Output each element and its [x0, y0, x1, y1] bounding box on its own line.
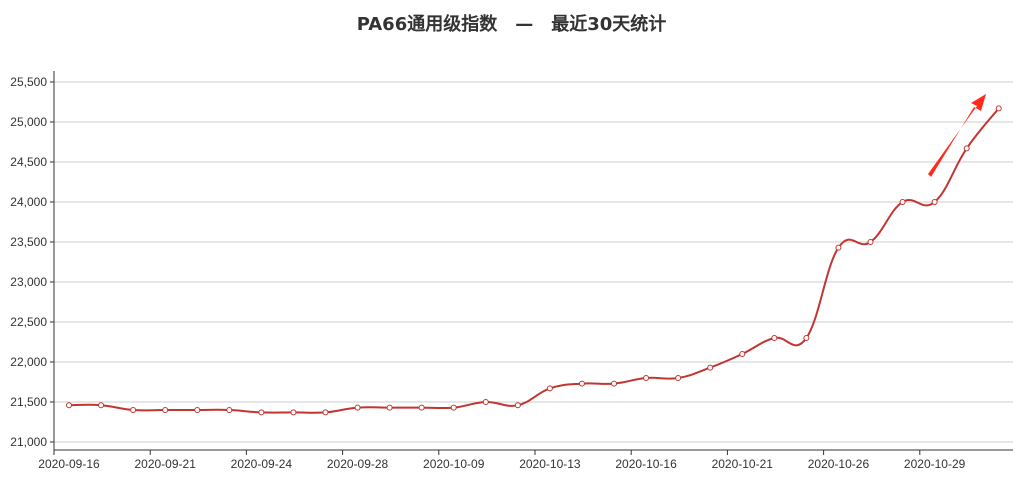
data-point[interactable]: [578, 380, 585, 387]
data-point[interactable]: [546, 385, 553, 392]
y-tick-label: 24,500: [10, 155, 47, 169]
data-point[interactable]: [418, 404, 425, 411]
x-axis-labels: 2020-09-16 2020-09-21 2020-09-24 2020-09-28…: [38, 457, 965, 471]
grid-lines: [50, 81, 1013, 443]
x-tick-label: 2020-10-13: [519, 457, 581, 471]
x-tick-label: 2020-10-29: [904, 457, 966, 471]
data-point[interactable]: [739, 351, 746, 357]
chart-title: PA66通用级指数 — 最近30天统计: [356, 14, 667, 35]
x-tick-label: 2020-09-21: [134, 457, 196, 471]
data-point[interactable]: [611, 380, 618, 387]
y-tick-label: 22,500: [10, 315, 47, 329]
data-point[interactable]: [322, 409, 329, 416]
data-point[interactable]: [66, 402, 72, 409]
y-tick-label: 22,000: [10, 355, 47, 369]
data-point[interactable]: [226, 407, 233, 413]
x-tick-label: 2020-09-28: [327, 457, 389, 471]
data-point[interactable]: [675, 375, 682, 381]
data-point[interactable]: [803, 335, 810, 341]
axes: [53, 71, 1013, 455]
series-line: [68, 107, 1000, 414]
data-point[interactable]: [194, 407, 201, 413]
x-tick-label: 2020-10-26: [808, 457, 870, 471]
data-point[interactable]: [162, 407, 169, 413]
data-point[interactable]: [707, 364, 714, 371]
data-point[interactable]: [514, 402, 521, 409]
data-point[interactable]: [258, 409, 265, 416]
x-tick-label: 2020-09-24: [231, 457, 293, 471]
data-point[interactable]: [643, 375, 650, 381]
data-point[interactable]: [771, 335, 778, 341]
y-tick-label: 23,000: [10, 275, 47, 289]
trend-arrow-annotation: [928, 94, 986, 177]
x-tick-label: 2020-09-16: [38, 457, 100, 471]
data-point[interactable]: [450, 404, 457, 411]
trend-arrow: [928, 94, 986, 177]
data-points: [66, 105, 1002, 416]
data-point[interactable]: [963, 145, 970, 152]
x-tick-label: 2020-10-09: [423, 457, 485, 471]
y-tick-label: 25,500: [10, 75, 47, 89]
data-point[interactable]: [98, 402, 105, 409]
data-point[interactable]: [130, 407, 137, 413]
data-point[interactable]: [867, 239, 874, 245]
data-point[interactable]: [931, 199, 938, 205]
y-tick-label: 24,000: [10, 195, 47, 209]
y-axis-labels: 21,000 21,500 22,000 22,500 23,000 23,500 24,0…: [10, 75, 47, 449]
data-point[interactable]: [290, 409, 297, 416]
data-point[interactable]: [835, 244, 842, 251]
y-tick-label: 23,500: [10, 235, 47, 249]
data-point[interactable]: [995, 105, 1002, 112]
y-tick-label: 25,000: [10, 115, 47, 129]
data-point[interactable]: [482, 399, 489, 405]
data-point[interactable]: [354, 404, 361, 411]
data-point[interactable]: [386, 404, 393, 411]
data-point[interactable]: [899, 199, 906, 205]
y-tick-label: 21,500: [10, 395, 47, 409]
x-tick-label: 2020-10-16: [615, 457, 677, 471]
y-tick-label: 21,000: [10, 435, 47, 449]
x-tick-label: 2020-10-21: [712, 457, 774, 471]
